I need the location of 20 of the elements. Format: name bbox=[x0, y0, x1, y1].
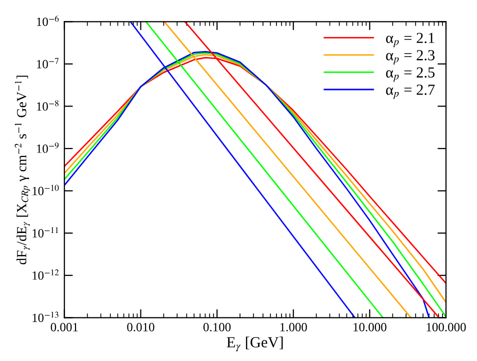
x-tick-label: 1.000 bbox=[280, 322, 307, 332]
y-tick-label: 10$^{−10}$ bbox=[32, 184, 59, 196]
x-tick-label: 10.000 bbox=[354, 322, 386, 332]
y-tick-label: 10$^{−6}$ bbox=[37, 15, 59, 26]
x-tick-label: 0.010 bbox=[127, 322, 154, 332]
y-tick-label: 10$^{−12}$ bbox=[32, 269, 59, 280]
y-tick-label: 10$^{−8}$ bbox=[37, 100, 58, 111]
x-axis-title: E$_{γ}$ [GeV] bbox=[226, 336, 283, 352]
x-tick-label: 0.100 bbox=[203, 322, 231, 332]
legend-label: α$_{p}$ = 2.5 bbox=[386, 67, 435, 82]
x-tick-label: 100.000 bbox=[426, 322, 466, 332]
y-tick-label: 10$^{−13}$ bbox=[32, 312, 58, 322]
x-tick-label: 0.001 bbox=[50, 322, 78, 332]
y-tick-label: 10$^{−7}$ bbox=[37, 58, 59, 68]
y-tick-label: 10$^{−11}$ bbox=[32, 227, 58, 238]
y-tick-label: 10$^{−9}$ bbox=[37, 142, 59, 153]
legend-label: α$_{p}$ = 2.7 bbox=[386, 84, 435, 99]
text: dF$_{γ}$/dE$_{γ}$ [X$_{CRp}$ γ cm$^{−2}$ s$^{−1}$ GeV$^{−1}$] bbox=[14, 76, 30, 264]
legend-label: α$_{p}$ = 2.1 bbox=[386, 32, 434, 48]
legend-label: α$_{p}$ = 2.3 bbox=[386, 50, 435, 64]
